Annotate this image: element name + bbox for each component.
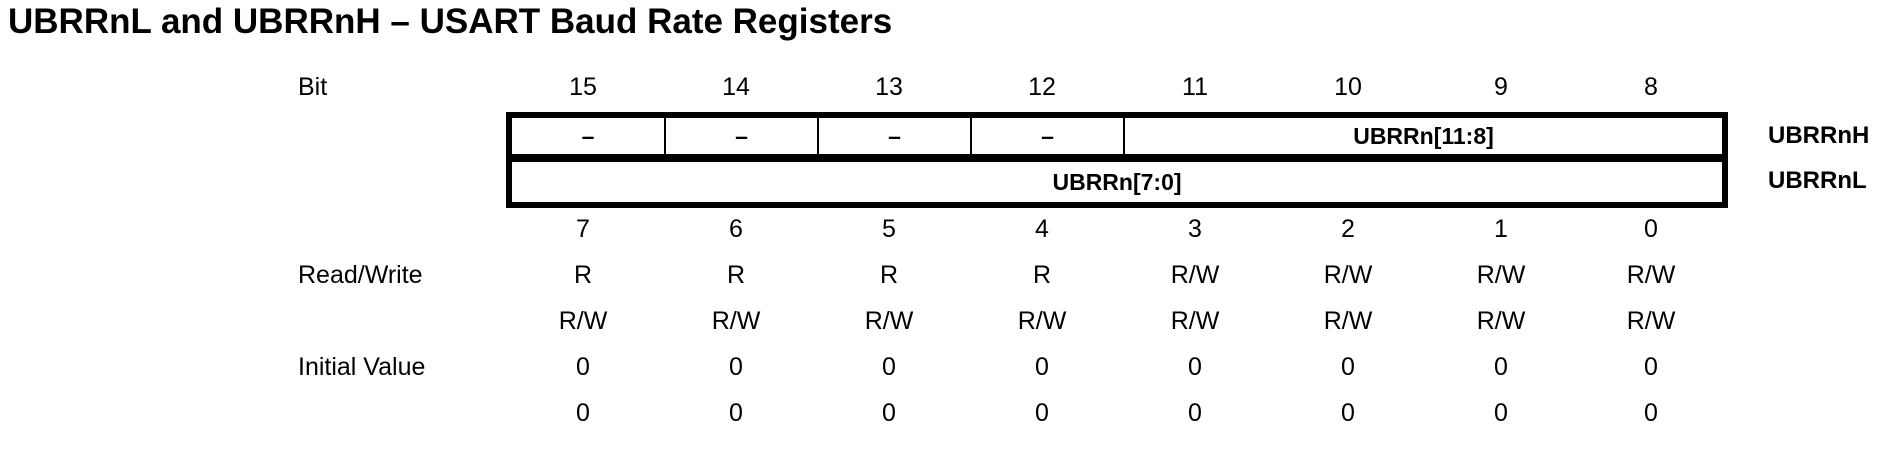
high-bit-numbers: 15 14 13 12 11 10 9 8 xyxy=(506,72,1728,102)
access-type: R/W xyxy=(1626,307,1676,335)
initial-value: 0 xyxy=(1188,399,1202,427)
access-type: R/W xyxy=(1476,307,1526,335)
initial-value-low-row: 0 0 0 0 0 0 0 0 xyxy=(506,398,1728,428)
reserved-bit-field: – xyxy=(972,118,1125,154)
initial-value: 0 xyxy=(1188,353,1202,381)
initial-value-high-row: 0 0 0 0 0 0 0 0 xyxy=(506,352,1728,382)
access-type: R/W xyxy=(1323,261,1373,289)
ubrrnh-register-name: UBRRnH xyxy=(1768,122,1870,149)
bit-number: 0 xyxy=(1644,215,1658,243)
bit-number: 4 xyxy=(1035,215,1049,243)
access-type: R xyxy=(726,261,746,289)
reserved-bit-field: – xyxy=(666,118,819,154)
access-type: R/W xyxy=(1170,261,1220,289)
access-type: R/W xyxy=(1626,261,1676,289)
access-type: R/W xyxy=(1476,261,1526,289)
initial-value: 0 xyxy=(882,399,896,427)
bit-number: 8 xyxy=(1644,73,1658,101)
access-type: R/W xyxy=(1323,307,1373,335)
bit-label: Bit xyxy=(298,73,328,101)
access-type: R/W xyxy=(711,307,761,335)
initial-value: 0 xyxy=(1644,399,1658,427)
initial-value: 0 xyxy=(1035,399,1049,427)
initial-value: 0 xyxy=(1494,399,1508,427)
bit-number: 12 xyxy=(1028,73,1056,101)
ubrrnl-register-box: UBRRn[7:0] xyxy=(506,156,1728,208)
initial-value: 0 xyxy=(1341,353,1355,381)
access-type: R/W xyxy=(558,307,608,335)
low-bit-numbers: 7 6 5 4 3 2 1 0 xyxy=(506,214,1728,244)
bit-number: 7 xyxy=(576,215,590,243)
access-type: R/W xyxy=(1017,307,1067,335)
bit-number: 2 xyxy=(1341,215,1355,243)
access-type: R/W xyxy=(864,307,914,335)
bit-number: 6 xyxy=(729,215,743,243)
read-write-high-row: R R R R R/W R/W R/W R/W xyxy=(506,260,1728,290)
access-type: R xyxy=(1032,261,1052,289)
read-write-low-row: R/W R/W R/W R/W R/W R/W R/W R/W xyxy=(506,306,1728,336)
initial-value: 0 xyxy=(882,353,896,381)
ubrrn-low-field: UBRRn[7:0] xyxy=(1052,168,1182,195)
initial-value: 0 xyxy=(729,353,743,381)
bit-number: 14 xyxy=(722,73,750,101)
page-title: UBRRnL and UBRRnH – USART Baud Rate Regi… xyxy=(8,2,893,41)
access-type: R/W xyxy=(1170,307,1220,335)
bit-number: 9 xyxy=(1494,73,1508,101)
bit-number: 15 xyxy=(569,73,597,101)
initial-value: 0 xyxy=(1035,353,1049,381)
ubrrnh-register-box: – – – – UBRRn[11:8] xyxy=(506,112,1728,160)
initial-value-label: Initial Value xyxy=(298,353,426,381)
bit-number: 1 xyxy=(1494,215,1508,243)
initial-value: 0 xyxy=(576,399,590,427)
ubrrn-high-field: UBRRn[11:8] xyxy=(1353,122,1494,149)
bit-number: 10 xyxy=(1334,73,1362,101)
initial-value: 0 xyxy=(576,353,590,381)
ubrrnl-register-name: UBRRnL xyxy=(1768,167,1867,194)
initial-value: 0 xyxy=(1341,399,1355,427)
access-type: R xyxy=(573,261,593,289)
read-write-label: Read/Write xyxy=(298,261,423,289)
reserved-bit-field: – xyxy=(819,118,972,154)
bit-number: 13 xyxy=(875,73,903,101)
initial-value: 0 xyxy=(1644,353,1658,381)
bit-number: 3 xyxy=(1188,215,1202,243)
initial-value: 0 xyxy=(729,399,743,427)
bit-number: 11 xyxy=(1182,73,1208,101)
reserved-bit-field: – xyxy=(512,118,666,154)
initial-value: 0 xyxy=(1494,353,1508,381)
bit-number: 5 xyxy=(882,215,896,243)
access-type: R xyxy=(879,261,899,289)
